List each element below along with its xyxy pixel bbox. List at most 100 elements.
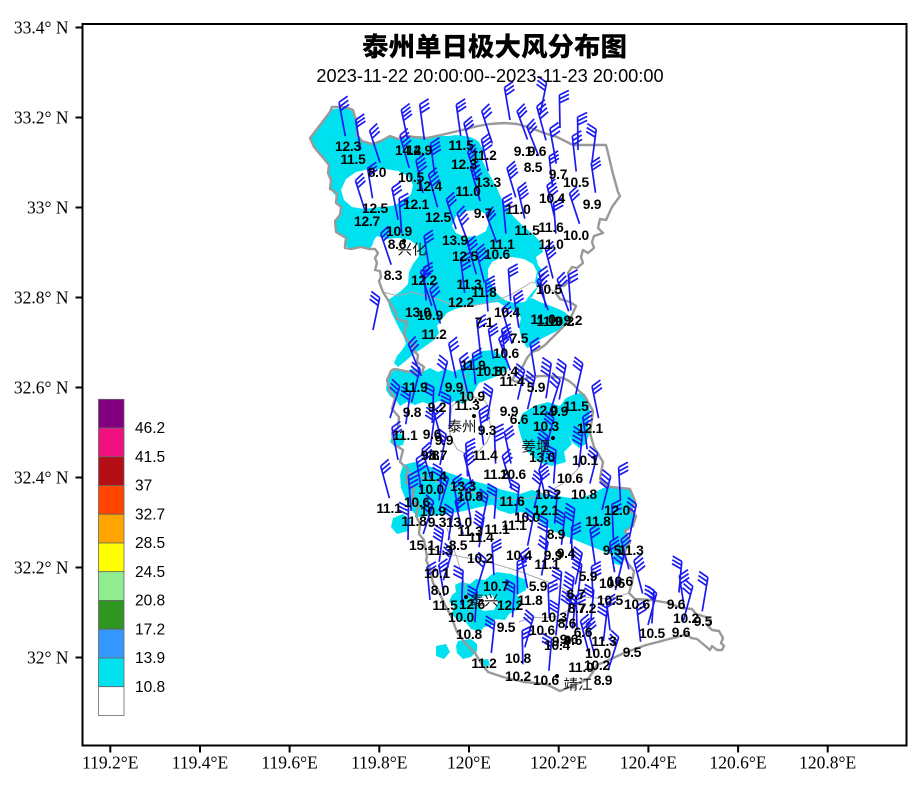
svg-text:11.2: 11.2 <box>421 327 447 342</box>
svg-text:9.8: 9.8 <box>421 448 440 463</box>
svg-text:9.6: 9.6 <box>564 633 583 648</box>
svg-text:11.0: 11.0 <box>538 237 564 252</box>
svg-text:11.1: 11.1 <box>534 557 560 572</box>
svg-text:11.0: 11.0 <box>505 202 531 217</box>
svg-text:11.5: 11.5 <box>514 223 540 238</box>
svg-text:10.4: 10.4 <box>506 548 533 563</box>
svg-text:10.5: 10.5 <box>639 626 666 641</box>
svg-text:8.7: 8.7 <box>568 601 587 616</box>
svg-text:12.0: 12.0 <box>532 403 559 418</box>
svg-text:10.0: 10.0 <box>514 510 541 525</box>
svg-text:11.8: 11.8 <box>517 593 543 608</box>
svg-text:9.5: 9.5 <box>497 620 516 635</box>
svg-text:120°E: 120°E <box>447 753 491 773</box>
svg-text:120.6°E: 120.6°E <box>710 753 767 773</box>
svg-text:11.2: 11.2 <box>471 148 497 163</box>
svg-text:12.1: 12.1 <box>533 503 560 518</box>
svg-text:9.5: 9.5 <box>694 614 713 629</box>
svg-text:11.4: 11.4 <box>472 448 498 463</box>
svg-text:7.2: 7.2 <box>578 601 597 616</box>
svg-text:10.5: 10.5 <box>536 282 563 297</box>
svg-text:10.8: 10.8 <box>457 489 484 504</box>
svg-text:10.6: 10.6 <box>533 673 560 688</box>
svg-text:119.6°E: 119.6°E <box>261 753 317 773</box>
svg-text:9.7: 9.7 <box>474 206 493 221</box>
svg-text:10.6: 10.6 <box>500 467 527 482</box>
svg-text:10.5: 10.5 <box>563 175 590 190</box>
svg-text:12.1: 12.1 <box>403 197 430 212</box>
svg-text:9.9: 9.9 <box>583 197 602 212</box>
svg-text:12.2: 12.2 <box>411 273 438 288</box>
svg-text:13.9: 13.9 <box>135 650 165 667</box>
svg-text:10.0: 10.0 <box>563 228 590 243</box>
svg-text:9.1: 9.1 <box>514 144 533 159</box>
svg-text:11.5: 11.5 <box>448 138 474 153</box>
svg-text:9.7: 9.7 <box>549 167 568 182</box>
svg-text:9.9: 9.9 <box>435 433 454 448</box>
svg-text:10.4: 10.4 <box>544 638 571 653</box>
svg-text:120.8°E: 120.8°E <box>799 753 856 773</box>
svg-text:5.9: 5.9 <box>527 380 546 395</box>
svg-text:8.0: 8.0 <box>431 583 450 598</box>
svg-text:11.3: 11.3 <box>591 634 617 649</box>
svg-text:11.1: 11.1 <box>501 518 527 533</box>
svg-text:33.2° N: 33.2° N <box>14 108 69 128</box>
svg-text:11.3: 11.3 <box>457 524 483 539</box>
svg-text:9.6: 9.6 <box>423 427 442 442</box>
svg-text:11.3: 11.3 <box>456 277 482 292</box>
svg-text:11.8: 11.8 <box>401 514 427 529</box>
svg-text:12.0: 12.0 <box>604 503 631 518</box>
svg-text:33.4° N: 33.4° N <box>14 18 69 38</box>
svg-text:11.5: 11.5 <box>340 152 366 167</box>
svg-text:17.2: 17.2 <box>135 621 165 638</box>
svg-text:10.2: 10.2 <box>505 669 532 684</box>
svg-text:12.5: 12.5 <box>452 249 479 264</box>
svg-text:24.5: 24.5 <box>135 564 165 581</box>
svg-text:10.6: 10.6 <box>484 247 511 262</box>
svg-text:11.1: 11.1 <box>484 522 510 537</box>
svg-text:120.2°E: 120.2°E <box>530 753 587 773</box>
svg-text:28.5: 28.5 <box>135 535 165 552</box>
svg-text:12.1: 12.1 <box>577 421 604 436</box>
svg-text:10.8: 10.8 <box>135 679 165 696</box>
svg-text:9.3: 9.3 <box>428 515 447 530</box>
svg-text:13.3: 13.3 <box>450 479 477 494</box>
svg-text:11.1: 11.1 <box>489 237 515 252</box>
svg-text:5.9: 5.9 <box>529 579 548 594</box>
svg-text:12.5: 12.5 <box>362 201 389 216</box>
svg-text:11.0: 11.0 <box>455 184 481 199</box>
svg-text:10.6: 10.6 <box>557 471 584 486</box>
svg-text:6.6: 6.6 <box>574 625 593 640</box>
svg-text:8.0: 8.0 <box>368 165 387 180</box>
svg-text:11.9: 11.9 <box>460 358 486 373</box>
svg-text:10.6: 10.6 <box>607 574 634 589</box>
svg-text:10.5: 10.5 <box>398 170 425 185</box>
svg-text:9.2: 9.2 <box>564 313 583 328</box>
svg-text:119.8°E: 119.8°E <box>351 753 407 773</box>
svg-text:9.4: 9.4 <box>552 634 571 649</box>
svg-text:32.4° N: 32.4° N <box>14 468 69 488</box>
svg-text:10.6: 10.6 <box>529 623 556 638</box>
svg-text:11.8: 11.8 <box>585 514 611 529</box>
svg-text:9.6: 9.6 <box>528 144 547 159</box>
svg-text:11.3: 11.3 <box>618 543 644 558</box>
svg-text:10.8: 10.8 <box>456 627 483 642</box>
svg-text:9.9: 9.9 <box>445 380 464 395</box>
svg-text:10.9: 10.9 <box>420 504 447 519</box>
svg-text:11.9: 11.9 <box>536 314 562 329</box>
svg-text:11.8: 11.8 <box>471 285 497 300</box>
svg-text:11.5: 11.5 <box>432 598 458 613</box>
svg-text:9.5: 9.5 <box>603 543 622 558</box>
svg-text:37: 37 <box>135 478 152 495</box>
svg-text:11.4: 11.4 <box>499 374 525 389</box>
svg-text:11.2: 11.2 <box>483 467 509 482</box>
svg-text:11.1: 11.1 <box>376 501 402 516</box>
svg-text:11.2: 11.2 <box>471 656 497 671</box>
svg-text:13.0: 13.0 <box>529 450 556 465</box>
svg-text:12.5: 12.5 <box>425 210 452 225</box>
svg-text:8.6: 8.6 <box>558 616 577 631</box>
svg-text:7.1: 7.1 <box>475 315 494 330</box>
svg-text:10.1: 10.1 <box>424 566 451 581</box>
svg-text:10.9: 10.9 <box>417 308 444 323</box>
svg-text:9.4: 9.4 <box>557 546 576 561</box>
